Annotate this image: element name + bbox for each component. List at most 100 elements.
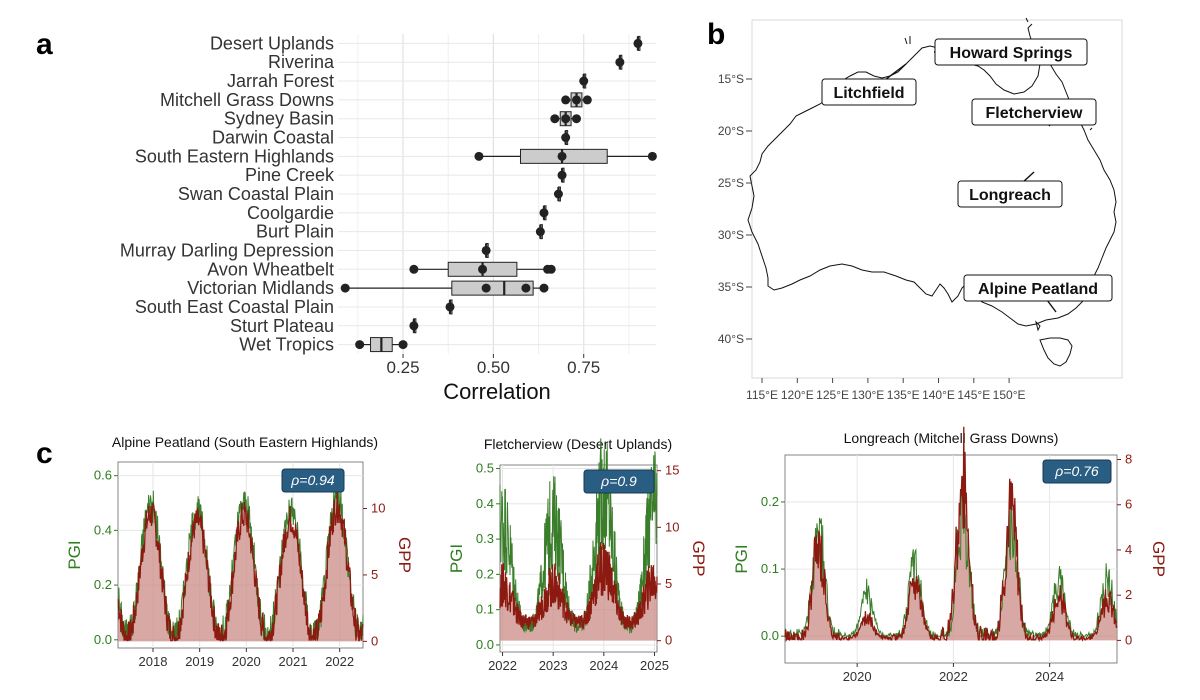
- data-point: [340, 283, 350, 293]
- site-litchfield: Litchfield: [821, 63, 917, 106]
- subplot-title: Alpine Peatland (South Eastern Highlands…: [112, 434, 378, 450]
- category-label: Wet Tropics: [239, 335, 334, 355]
- data-point: [579, 76, 589, 86]
- site-label-text: Howard Springs: [950, 45, 1073, 62]
- category-label: Mitchell Grass Downs: [160, 90, 334, 110]
- data-point: [582, 95, 592, 105]
- x-tick-label: 2020: [232, 654, 261, 669]
- tasmania-outline: [1039, 337, 1073, 367]
- lon-tick-label: 125°E: [816, 388, 849, 402]
- pgi-tick-label: 0.0: [94, 632, 112, 647]
- data-point: [409, 321, 419, 331]
- x-tick-label: 0.75: [567, 358, 600, 377]
- category-label: Victorian Midlands: [187, 278, 334, 298]
- correlation-badge: [583, 469, 655, 494]
- data-point: [553, 189, 563, 199]
- timeseries-longreach: Longreach (Mitchell Grass Downs) 0.0 0.1 0.…: [732, 426, 1168, 684]
- x-tick-label: 2022: [325, 654, 354, 669]
- data-point: [521, 283, 531, 293]
- data-point: [481, 245, 491, 255]
- boxplot-x-axis-title: Correlation: [443, 379, 551, 404]
- box-wet-tropics: [355, 337, 408, 353]
- category-label: South Eastern Highlands: [135, 146, 334, 166]
- site-label-box: [971, 98, 1097, 126]
- box-pine-creek: [557, 167, 567, 183]
- pgi-axis-title: PGI: [65, 540, 84, 569]
- site-alpine-peatland: Alpine Peatland: [963, 274, 1113, 313]
- pgi-tick-label: 0.2: [476, 566, 494, 581]
- map-frame: [751, 19, 1123, 379]
- box-darwin-coastal: [561, 130, 571, 146]
- data-point: [539, 283, 549, 293]
- site-howard-springs: Howard Springs: [934, 38, 1088, 66]
- lat-tick-label: 35°S: [718, 280, 744, 294]
- site-label-box: [821, 78, 917, 106]
- category-label: Sydney Basin: [224, 109, 334, 129]
- correlation-badge-text: ρ=0.94: [290, 472, 335, 488]
- gpp-area: [785, 426, 1117, 641]
- data-point: [546, 264, 556, 274]
- gpp-axis-title: GPP: [1149, 541, 1168, 577]
- box-swan-coastal-plain: [553, 186, 563, 202]
- correlation-badge: [281, 468, 345, 493]
- data-point: [481, 283, 491, 293]
- x-tick-label: 2025: [640, 658, 669, 673]
- category-label: Coolgardie: [247, 203, 334, 223]
- category-label: Desert Uplands: [210, 33, 334, 53]
- box-avon-wheatbelt: [409, 261, 556, 277]
- pgi-tick-label: 0.1: [761, 561, 779, 576]
- data-point: [615, 57, 625, 67]
- lat-tick-label: 30°S: [718, 228, 744, 242]
- gpp-tick-label: 15: [665, 463, 679, 478]
- x-tick-label: 2024: [1035, 669, 1064, 684]
- category-label: Swan Coastal Plain: [178, 184, 334, 204]
- lon-tick-label: 130°E: [851, 388, 884, 402]
- boxplot-x-ticks: 0.25 0.50 0.75: [386, 354, 600, 377]
- box-coolgardie: [539, 205, 549, 221]
- gpp-tick-label: 0: [1125, 632, 1132, 647]
- subplot-title: Longreach (Mitchell Grass Downs): [844, 430, 1059, 446]
- data-point: [572, 114, 581, 124]
- gpp-tick-label: 2: [1125, 587, 1132, 602]
- lat-tick-label: 40°S: [718, 332, 744, 346]
- box-jarrah-forest: [579, 73, 589, 89]
- box-south-eastern-highlands: [474, 148, 657, 164]
- site-label-box: [957, 180, 1063, 208]
- data-point: [557, 151, 567, 161]
- x-tick-label: 2018: [139, 654, 168, 669]
- x-tick-label: 2022: [488, 658, 517, 673]
- pgi-axis-title: PGI: [447, 544, 466, 573]
- lon-tick-label: 150°E: [993, 388, 1026, 402]
- gpp-area: [118, 489, 363, 642]
- box-burt-plain: [535, 224, 545, 240]
- x-tick-label: 2022: [939, 669, 968, 684]
- gpp-tick-label: 5: [371, 567, 378, 582]
- gpp-tick-label: 0: [665, 633, 672, 648]
- lon-tick-label: 145°E: [957, 388, 990, 402]
- gpp-tick-label: 4: [1125, 542, 1132, 557]
- box-desert-uplands: [633, 35, 643, 51]
- gpp-tick-label: 10: [371, 501, 385, 516]
- pgi-tick-label: 0.4: [476, 496, 494, 511]
- lat-tick-label: 15°S: [718, 72, 744, 86]
- gpp-axis-title: GPP: [689, 541, 708, 577]
- x-tick-label: 2021: [279, 654, 308, 669]
- category-label: Pine Creek: [245, 165, 335, 185]
- correlation-badge-text: ρ=0.76: [1054, 463, 1099, 479]
- site-longreach: Longreach: [957, 171, 1063, 208]
- box-murray-darling-depression: [481, 242, 491, 258]
- gpp-tick-label: 6: [1125, 497, 1132, 512]
- data-point: [633, 38, 643, 48]
- pgi-tick-label: 0.2: [94, 577, 112, 592]
- box-south-east-coastal-plain: [445, 299, 455, 315]
- subplot-title: Fletcherview (Desert Uplands): [484, 436, 672, 452]
- category-label: Darwin Coastal: [212, 128, 334, 148]
- box-sturt-plateau: [409, 318, 419, 334]
- lon-tick-label: 120°E: [781, 388, 814, 402]
- timeseries-alpine-peatland: Alpine Peatland (South Eastern Highlands…: [65, 434, 414, 669]
